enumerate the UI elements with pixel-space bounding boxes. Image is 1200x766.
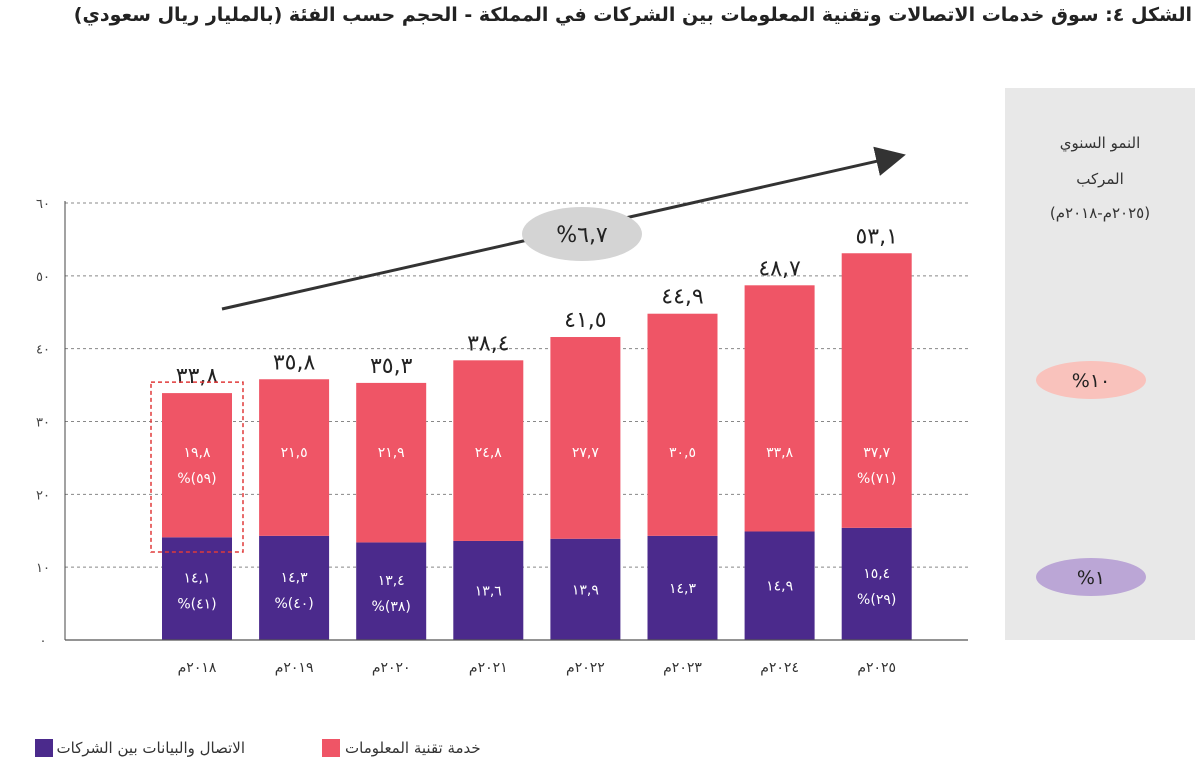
legend-swatch-connectivity bbox=[35, 739, 53, 757]
data-label-it-services: ٢١,٩ bbox=[378, 445, 405, 461]
bar-segment-it-services bbox=[550, 337, 621, 539]
data-share-connectivity: %(٤٠) bbox=[274, 596, 313, 612]
x-tick-label: ٢٠٢٥م bbox=[857, 660, 896, 676]
connectivity-cagr-bubble bbox=[1036, 558, 1146, 596]
total-label: ٤٨,٧ bbox=[758, 256, 801, 281]
data-label-connectivity: ١٤,٩ bbox=[766, 579, 793, 595]
y-tick-label: ٦٠ bbox=[36, 197, 50, 212]
data-label-it-services: ٣٠,٥ bbox=[669, 445, 696, 461]
y-tick-label: ٢٠ bbox=[36, 488, 50, 503]
data-label-it-services: ٣٣,٨ bbox=[766, 445, 793, 461]
data-label-connectivity: ١٤,١ bbox=[183, 571, 210, 587]
data-label-connectivity: ١٤,٣ bbox=[669, 581, 696, 597]
bar-segment-connectivity bbox=[453, 540, 524, 640]
data-share-connectivity: %(٣٨) bbox=[372, 599, 411, 615]
data-share-connectivity: %(٢٩) bbox=[857, 592, 896, 608]
bar-segment-connectivity bbox=[744, 531, 815, 640]
data-share-it-services: %(٧١) bbox=[857, 471, 896, 487]
overall-cagr-label: %٦,٧ bbox=[556, 223, 608, 248]
bar-segment-it-services bbox=[453, 360, 524, 541]
data-label-connectivity: ١٣,٦ bbox=[475, 583, 502, 599]
data-label-it-services: ١٩,٨ bbox=[183, 445, 210, 461]
data-label-it-services: ٢٧,٧ bbox=[572, 445, 599, 461]
y-tick-label: ٤٠ bbox=[36, 343, 50, 358]
y-axis: ٠ ١٠ ٢٠ ٣٠ ٤٠ ٥٠ ٦٠ bbox=[36, 197, 66, 649]
bar-segment-connectivity bbox=[259, 535, 330, 640]
it-services-cagr-bubble bbox=[1036, 361, 1146, 399]
bar-segment-it-services bbox=[356, 382, 427, 543]
bar-segment-it-services bbox=[259, 379, 330, 536]
x-tick-label: ٢٠١٩م bbox=[275, 660, 314, 676]
y-tick-label: ٥٠ bbox=[36, 270, 50, 285]
y-tick-label: ١٠ bbox=[36, 561, 50, 576]
total-label: ٥٣,١ bbox=[855, 224, 897, 249]
x-tick-label: ٢٠٢٠م bbox=[372, 660, 411, 676]
bar-segment-it-services bbox=[162, 393, 232, 538]
bar-segment-connectivity bbox=[162, 537, 232, 640]
bar-segment-it-services bbox=[647, 313, 718, 536]
data-label-connectivity: ١٤,٣ bbox=[281, 570, 308, 586]
total-label: ٣٥,٣ bbox=[370, 354, 413, 379]
legend-swatch-it-services bbox=[322, 739, 340, 757]
y-tick-label: ٣٠ bbox=[36, 416, 50, 431]
data-label-connectivity: ١٥,٤ bbox=[863, 566, 890, 582]
it-services-cagr-label: %١٠ bbox=[1072, 370, 1110, 392]
legend-label-it-services: خدمة تقنية المعلومات bbox=[345, 739, 481, 757]
cagr-title-line1: النمو السنوي bbox=[1059, 134, 1141, 152]
x-axis: ٢٠١٨م ٢٠١٩م ٢٠٢٠م ٢٠٢١م ٢٠٢٢م ٢٠٢٣م ٢٠٢٤م ٢٠٢٥م bbox=[65, 639, 968, 676]
bar-segment-connectivity bbox=[647, 535, 718, 640]
x-tick-label: ٢٠٢٤م bbox=[760, 660, 799, 676]
x-tick-label: ٢٠٢٣م bbox=[663, 660, 702, 676]
total-label: ٣٨,٤ bbox=[467, 331, 509, 356]
x-tick-label: ٢٠٢١م bbox=[469, 660, 508, 676]
data-label-it-services: ٣٧,٧ bbox=[863, 445, 890, 461]
data-label-it-services: ٢١,٥ bbox=[281, 445, 308, 461]
bar-segment-it-services bbox=[744, 285, 815, 532]
data-share-connectivity: %(٤١) bbox=[177, 597, 216, 613]
total-label: ٣٣,٨ bbox=[176, 364, 219, 389]
highlight-box bbox=[150, 381, 244, 553]
total-label: ٣٥,٨ bbox=[273, 350, 316, 375]
data-label-connectivity: ١٣,٤ bbox=[378, 573, 405, 589]
x-tick-label: ٢٠١٨م bbox=[178, 660, 217, 676]
total-label: ٤١,٥ bbox=[564, 308, 606, 333]
total-label: ٤٤,٩ bbox=[661, 285, 703, 310]
bar-segment-it-services bbox=[841, 253, 912, 528]
overall-cagr-bubble bbox=[522, 207, 642, 261]
x-tick-label: ٢٠٢٢م bbox=[566, 660, 605, 676]
cagr-title-line2: المركب bbox=[1076, 170, 1124, 188]
connectivity-cagr-label: %١ bbox=[1077, 567, 1105, 589]
data-label-it-services: ٢٤,٨ bbox=[475, 445, 502, 461]
y-tick-label: ٠ bbox=[40, 634, 47, 649]
chart-title: الشكل ٤: سوق خدمات الاتصالات وتقنية المع… bbox=[73, 4, 1192, 26]
bar-segment-connectivity bbox=[356, 542, 427, 640]
data-share-it-services: %(٥٩) bbox=[177, 471, 216, 487]
data-label-connectivity: ١٣,٩ bbox=[572, 582, 599, 598]
cagr-title-line3: (٢٠٢٥م-٢٠١٨م) bbox=[1049, 204, 1151, 222]
bar-segment-connectivity bbox=[550, 538, 621, 640]
bars: ١٤,١ %(٤١) ١٩,٨ %(٥٩) ٣٣,٨ ١٤,٣ %(٤٠) ٢١,٥ ٣٥,٨ ١… bbox=[150, 224, 912, 640]
bar-segment-connectivity bbox=[841, 527, 912, 640]
legend-label-connectivity: الاتصال والبيانات بين الشركات bbox=[56, 739, 246, 757]
